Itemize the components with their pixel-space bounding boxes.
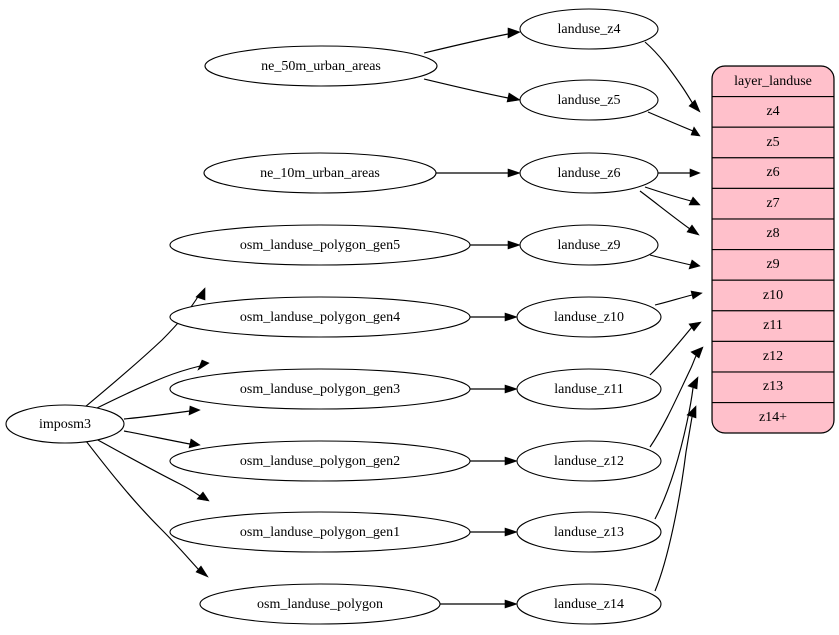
table-row-label-z10: z10 xyxy=(763,288,783,303)
table-row-cell[interactable] xyxy=(712,249,834,281)
node-label-landuse-z5: landuse_z5 xyxy=(558,93,621,108)
node-landuse-z6[interactable]: landuse_z6 xyxy=(519,152,659,194)
node-landuse-z9[interactable]: landuse_z9 xyxy=(519,224,659,266)
node-label-landuse-z11: landuse_z11 xyxy=(554,382,623,397)
edge-ne10m-z6 xyxy=(436,168,521,178)
edge-z5-row-z5 xyxy=(647,111,701,137)
edge-z4-row-z4 xyxy=(644,41,701,113)
edge-imposm3-gen1 xyxy=(95,438,210,502)
layer-landuse-table[interactable]: layer_landuse z4 z5 z6 z7 z8 z9 z10 z11 … xyxy=(711,65,835,434)
node-label-landuse-z14: landuse_z14 xyxy=(554,597,624,612)
node-osm-landuse-polygon-gen5[interactable]: osm_landuse_polygon_gen5 xyxy=(169,224,471,266)
node-landuse-z14[interactable]: landuse_z14 xyxy=(516,583,662,625)
edge-gen1-z13 xyxy=(470,527,518,537)
edge-gen4-z10 xyxy=(470,312,518,322)
node-landuse-z11[interactable]: landuse_z11 xyxy=(516,368,662,410)
node-label-osm-landuse-polygon-gen1: osm_landuse_polygon_gen1 xyxy=(240,525,400,540)
table-row-label-z5: z5 xyxy=(766,135,779,150)
node-label-osm-landuse-polygon-gen2: osm_landuse_polygon_gen2 xyxy=(240,454,400,469)
table-row-label-z6: z6 xyxy=(766,165,779,180)
edge-z13-row-z13 xyxy=(654,376,699,520)
table-row-label-z7: z7 xyxy=(766,196,779,211)
node-landuse-z5[interactable]: landuse_z5 xyxy=(519,79,659,121)
table-row-label-z8: z8 xyxy=(766,226,779,241)
table-body xyxy=(712,66,834,433)
node-osm-landuse-polygon[interactable]: osm_landuse_polygon xyxy=(199,583,441,625)
edge-gen3-z11 xyxy=(470,384,518,394)
node-imposm3[interactable]: imposm3 xyxy=(5,404,125,444)
edge-z6-row-z8 xyxy=(639,190,700,236)
table-row-cell[interactable] xyxy=(712,340,834,373)
edge-imposm3-gen2 xyxy=(123,430,201,449)
table-row-label-z9: z9 xyxy=(766,257,779,272)
node-label-landuse-z4: landuse_z4 xyxy=(558,22,621,37)
edge-z10-row-z10 xyxy=(654,290,703,306)
edge-z14-row-z14 xyxy=(654,405,697,592)
node-label-osm-landuse-polygon: osm_landuse_polygon xyxy=(257,597,383,612)
edge-z12-row-z12 xyxy=(649,346,704,448)
table-row-cell[interactable] xyxy=(712,218,834,251)
node-landuse-z12[interactable]: landuse_z12 xyxy=(516,440,662,482)
node-ne-10m-urban-areas[interactable]: ne_10m_urban_areas xyxy=(203,152,437,194)
node-osm-landuse-polygon-gen1[interactable]: osm_landuse_polygon_gen1 xyxy=(169,511,471,553)
node-label-landuse-z10: landuse_z10 xyxy=(554,310,624,325)
node-label-osm-landuse-polygon-gen4: osm_landuse_polygon_gen4 xyxy=(240,310,400,325)
table-row-label-z13: z13 xyxy=(763,379,783,394)
edge-z11-row-z11 xyxy=(649,321,702,376)
node-label-osm-landuse-polygon-gen5: osm_landuse_polygon_gen5 xyxy=(240,238,400,253)
node-landuse-z10[interactable]: landuse_z10 xyxy=(516,296,662,338)
edge-gen5-z9 xyxy=(470,240,521,250)
edge-layer xyxy=(84,27,704,609)
node-label-ne-50m-urban-areas: ne_50m_urban_areas xyxy=(261,59,381,74)
table-row-cell[interactable] xyxy=(712,402,834,434)
node-label-landuse-z13: landuse_z13 xyxy=(554,525,624,540)
node-landuse-z13[interactable]: landuse_z13 xyxy=(516,511,662,553)
node-label-ne-10m-urban-areas: ne_10m_urban_areas xyxy=(260,166,380,181)
node-osm-landuse-polygon-gen2[interactable]: osm_landuse_polygon_gen2 xyxy=(169,440,471,482)
edge-z9-row-z9 xyxy=(649,254,701,270)
table-header-label: layer_landuse xyxy=(734,74,812,89)
table-row-label-z11: z11 xyxy=(763,318,783,333)
edge-ne50m-z5 xyxy=(423,78,521,103)
node-label-imposm3: imposm3 xyxy=(39,417,91,432)
node-label-osm-landuse-polygon-gen3: osm_landuse_polygon_gen3 xyxy=(240,382,400,397)
edge-z6-row-z7 xyxy=(644,186,701,206)
node-osm-landuse-polygon-gen4[interactable]: osm_landuse_polygon_gen4 xyxy=(169,296,471,338)
node-landuse-z4[interactable]: landuse_z4 xyxy=(519,8,659,50)
table-row-label-z12: z12 xyxy=(763,349,783,364)
source-node-layer: imposm3 ne_50m_urban_areas ne_10m_urban_… xyxy=(5,45,471,625)
node-osm-landuse-polygon-gen3[interactable]: osm_landuse_polygon_gen3 xyxy=(169,368,471,410)
edge-polygon-z14 xyxy=(440,599,518,609)
edge-ne50m-z4 xyxy=(423,27,521,54)
table-row-label-z4: z4 xyxy=(766,104,779,119)
edge-z6-row-z6 xyxy=(658,168,701,178)
node-label-landuse-z9: landuse_z9 xyxy=(558,238,621,253)
layer-node-layer: landuse_z4 landuse_z5 landuse_z6 landuse… xyxy=(516,8,662,625)
edge-imposm3-polygon xyxy=(85,440,209,578)
node-label-landuse-z12: landuse_z12 xyxy=(554,454,624,469)
edge-imposm3-gen4 xyxy=(92,359,210,411)
table-row-cell[interactable] xyxy=(712,187,834,220)
node-label-landuse-z6: landuse_z6 xyxy=(558,166,621,181)
edge-imposm3-gen3 xyxy=(123,405,201,420)
node-ne-50m-urban-areas[interactable]: ne_50m_urban_areas xyxy=(204,45,438,87)
edge-gen2-z12 xyxy=(470,456,518,466)
table-border xyxy=(711,65,835,434)
table-row-label-z14plus: z14+ xyxy=(759,410,787,425)
